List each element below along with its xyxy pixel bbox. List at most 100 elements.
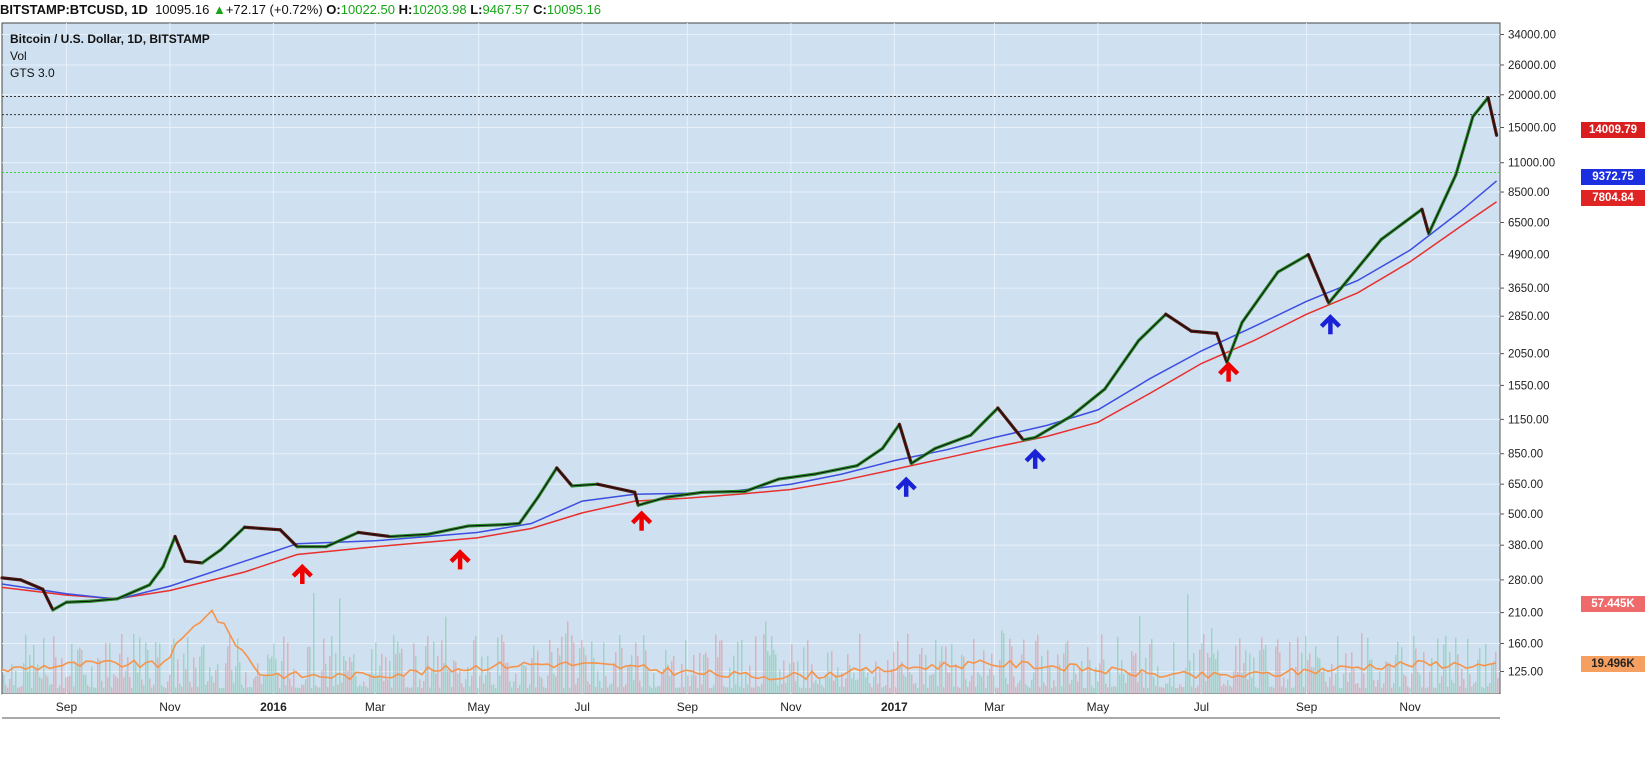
volume-bar [589, 684, 591, 694]
volume-bar [1303, 686, 1305, 694]
volume-bar [367, 687, 369, 694]
volume-bar [879, 668, 881, 694]
volume-bar [559, 655, 561, 694]
x-tick-label: Jul [575, 700, 590, 714]
volume-bar [775, 654, 777, 694]
volume-bar [1177, 687, 1179, 694]
volume-bar [49, 684, 51, 694]
volume-bar [573, 642, 575, 694]
volume-bar [1243, 662, 1245, 694]
volume-bar [533, 645, 535, 694]
volume-bar [1395, 654, 1397, 694]
volume-bar [963, 656, 965, 694]
volume-bar [227, 646, 229, 694]
volume-bar [1289, 642, 1291, 694]
volume-bar [1047, 650, 1049, 694]
volume-bar [229, 633, 231, 694]
volume-bar [539, 676, 541, 694]
volume-bar [1483, 687, 1485, 694]
volume-tag-orange: 19.496K [1581, 656, 1645, 672]
y-tick-label: 125.00 [1508, 667, 1543, 679]
volume-bar [957, 686, 959, 694]
volume-bar [1485, 644, 1487, 694]
volume-bar [1389, 663, 1391, 694]
volume-bar [903, 674, 905, 694]
indicator-legend[interactable]: GTS 3.0 [10, 66, 55, 80]
low-label: L: [470, 2, 483, 17]
symbol-name[interactable]: BITSTAMP:BTCUSD [0, 2, 124, 17]
volume-bar [641, 687, 643, 694]
volume-bar [1087, 647, 1089, 694]
volume-bar [797, 661, 799, 694]
buy-signal-arrow-icon [449, 549, 471, 570]
volume-bar [1053, 680, 1055, 694]
chart-title[interactable]: Bitcoin / U.S. Dollar, 1D, BITSTAMP [10, 32, 210, 46]
volume-bar [1453, 683, 1455, 694]
volume-bar [843, 686, 845, 694]
volume-bar [1433, 687, 1435, 694]
volume-bar [203, 644, 205, 694]
volume-bar [1073, 664, 1075, 694]
volume-bar [231, 670, 233, 694]
volume-bar [345, 660, 347, 694]
volume-bar [101, 680, 103, 694]
volume-bar [141, 679, 143, 694]
volume-bar [383, 681, 385, 694]
volume-bar [813, 682, 815, 694]
volume-bar [1167, 683, 1169, 694]
volume-bar [1181, 686, 1183, 694]
volume-bar [215, 670, 217, 694]
volume-bar [149, 678, 151, 694]
volume-bar [1279, 652, 1281, 694]
volume-bar [1325, 681, 1327, 694]
volume-bar [87, 685, 89, 694]
volume-legend[interactable]: Vol [10, 49, 27, 63]
volume-bar [155, 641, 157, 694]
volume-bar [543, 686, 545, 694]
volume-bar [195, 667, 197, 694]
volume-bar [815, 680, 817, 694]
volume-bar [301, 684, 303, 694]
volume-bar [883, 686, 885, 694]
volume-bar [551, 652, 553, 694]
volume-bar [689, 685, 691, 694]
volume-bar [61, 658, 63, 694]
volume-bar [393, 634, 395, 694]
x-tick-label: Jul [1194, 700, 1209, 714]
volume-bar [1467, 638, 1469, 694]
interval[interactable]: 1D [131, 2, 148, 17]
volume-bar [325, 663, 327, 694]
volume-bar [31, 687, 33, 694]
volume-bar [103, 687, 105, 694]
volume-bar [437, 655, 439, 694]
volume-bar [865, 677, 867, 694]
volume-bar [469, 686, 471, 694]
open-value: 10022.50 [340, 2, 395, 17]
volume-bar [1307, 659, 1309, 694]
volume-bar [1079, 667, 1081, 694]
volume-bar [743, 687, 745, 694]
volume-bar [1471, 686, 1473, 694]
y-tick-label: 11000.00 [1508, 158, 1555, 170]
arrow-head [631, 510, 653, 525]
volume-bar [1003, 633, 1005, 694]
volume-bar [375, 642, 377, 694]
volume-bar [347, 670, 349, 694]
volume-bar [1149, 644, 1151, 694]
y-tick-label: 650.00 [1508, 479, 1543, 491]
volume-bar [599, 680, 601, 694]
volume-bar [409, 687, 411, 694]
volume-bar [999, 659, 1001, 694]
volume-bar [681, 663, 683, 694]
volume-bar [21, 686, 23, 694]
volume-bar [1401, 647, 1403, 694]
volume-bar [183, 653, 185, 694]
volume-bar [407, 687, 409, 694]
volume-bar [109, 642, 111, 694]
volume-bar [555, 676, 557, 694]
volume-bar [1131, 651, 1133, 694]
volume-bar [739, 686, 741, 694]
volume-bar [1439, 683, 1441, 694]
volume-bar [1403, 674, 1405, 694]
